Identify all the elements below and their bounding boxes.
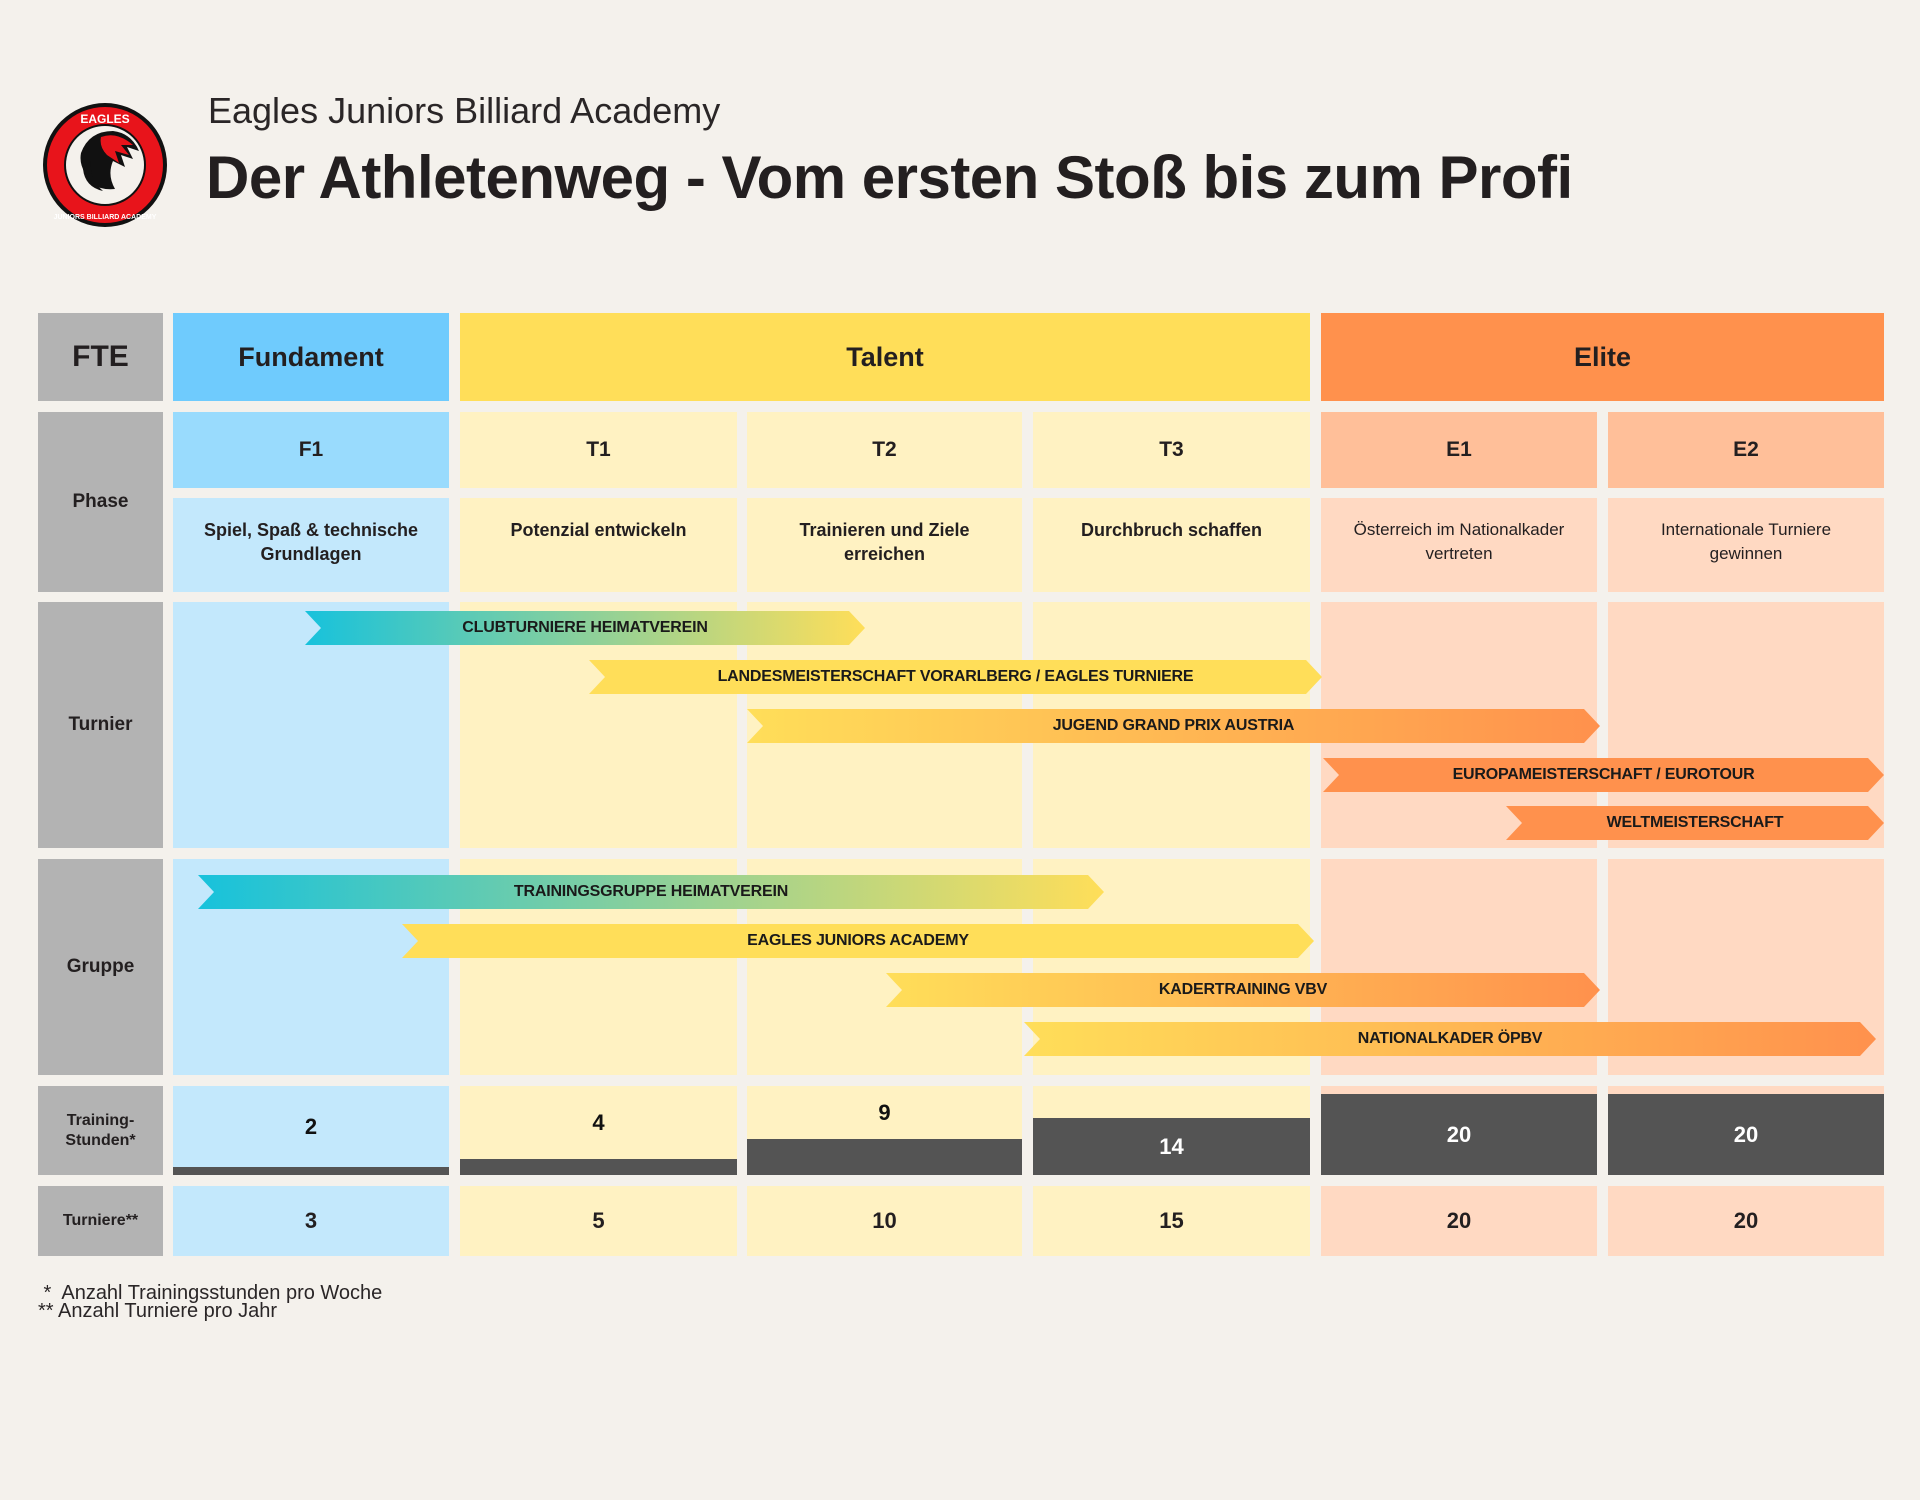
training-hours-bar	[460, 1159, 737, 1175]
tournament-arrow-label: CLUBTURNIERE HEIMATVEREIN	[462, 619, 708, 636]
row-label-phase: Phase	[38, 412, 163, 592]
phase-code: T3	[1033, 412, 1310, 488]
eagle-logo-icon: EAGLES JUNIORS BILLIARD ACADEMY	[43, 103, 167, 227]
training-hours-value: 20	[1733, 1122, 1759, 1147]
group-header-fundament: Fundament	[173, 313, 449, 401]
training-hours-value: 4	[592, 1110, 605, 1135]
training-hours-value: 14	[1159, 1134, 1184, 1159]
training-hours-cell: 9	[747, 1086, 1022, 1175]
academy-name: Eagles Juniors Billiard Academy	[208, 90, 721, 131]
phase-description: Spiel, Spaß & technische Grundlagen	[173, 498, 449, 592]
phase-description: Potenzial entwickeln	[460, 498, 737, 592]
phase-code: F1	[173, 412, 449, 488]
training-hours-bar	[747, 1139, 1022, 1175]
training-hours-cell: 4	[460, 1086, 737, 1175]
tournaments-per-year-value: 10	[747, 1186, 1022, 1256]
group-header-elite: Elite	[1321, 313, 1884, 401]
row-label-turnier: Turnier	[38, 602, 163, 848]
training-hours-cell: 20	[1608, 1086, 1884, 1175]
footnote-tournaments: ** Anzahl Turniere pro Jahr	[38, 1300, 278, 1322]
training-hours-cell: 2	[173, 1086, 449, 1175]
tournament-arrow	[1506, 806, 1884, 840]
training-hours-value: 9	[878, 1100, 891, 1125]
row-label-fte: FTE	[38, 313, 163, 401]
phase-code: T2	[747, 412, 1022, 488]
phase-description: Trainieren und Ziele erreichen	[747, 498, 1022, 592]
tournament-arrow-label: EUROPAMEISTERSCHAFT / EUROTOUR	[1452, 766, 1755, 783]
training-group-arrow	[1024, 1022, 1876, 1056]
training-group-arrow-label: NATIONALKADER ÖPBV	[1357, 1030, 1543, 1047]
training-hours-value: 20	[1446, 1122, 1472, 1147]
phase-description: Internationale Turniere gewinnen	[1608, 498, 1884, 592]
training-hours-bar	[173, 1167, 449, 1175]
training-group-arrow-label: EAGLES JUNIORS ACADEMY	[747, 932, 969, 949]
svg-text:EAGLES: EAGLES	[80, 112, 129, 126]
tournament-arrow-label: JUGEND GRAND PRIX AUSTRIA	[1052, 717, 1295, 734]
svg-text:JUNIORS BILLIARD ACADEMY: JUNIORS BILLIARD ACADEMY	[54, 214, 157, 221]
phase-description: Durchbruch schaffen	[1033, 498, 1310, 592]
training-group-arrow-label: KADERTRAINING VBV	[1158, 981, 1328, 998]
tournaments-per-year-value: 5	[460, 1186, 737, 1256]
tournaments-per-year-value: 3	[173, 1186, 449, 1256]
row-label-training-hours: Training- Stunden*	[38, 1086, 163, 1175]
tournament-arrow	[747, 709, 1600, 743]
training-group-arrow-label: TRAININGSGRUPPE HEIMATVEREIN	[513, 883, 789, 900]
academy-logo: EAGLES JUNIORS BILLIARD ACADEMY	[41, 101, 169, 229]
footnote-training-hours: * Anzahl Trainingsstunden pro Woche	[38, 1282, 383, 1304]
tournaments-per-year-value: 15	[1033, 1186, 1310, 1256]
tournament-arrow	[305, 611, 865, 645]
training-group-arrow	[402, 924, 1314, 958]
group-header-talent: Talent	[460, 313, 1310, 401]
phase-description: Österreich im Nationalkader vertreten	[1321, 498, 1597, 592]
training-hours-bar	[1033, 1118, 1310, 1175]
training-hours-value: 2	[304, 1114, 318, 1139]
tournaments-per-year-value: 20	[1608, 1186, 1884, 1256]
tournament-arrow	[1323, 758, 1884, 792]
page-title: Der Athletenweg - Vom ersten Stoß bis zu…	[206, 144, 1573, 211]
tournament-arrow	[589, 660, 1322, 694]
row-label-gruppe: Gruppe	[38, 859, 163, 1075]
training-hours-bar	[1608, 1094, 1884, 1175]
training-hours-cell: 20	[1321, 1086, 1597, 1175]
tournament-arrow-label: WELTMEISTERSCHAFT	[1606, 814, 1784, 831]
tournament-arrow-label: LANDESMEISTERSCHAFT VORARLBERG / EAGLES …	[717, 668, 1194, 685]
row-label-tournaments: Turniere**	[38, 1186, 163, 1256]
training-group-arrow	[886, 973, 1600, 1007]
phase-code: T1	[460, 412, 737, 488]
training-hours-bar	[1321, 1094, 1597, 1175]
tournaments-per-year-value: 20	[1321, 1186, 1597, 1256]
phase-code: E1	[1321, 412, 1597, 488]
training-hours-cell: 14	[1033, 1086, 1310, 1175]
phase-code: E2	[1608, 412, 1884, 488]
training-group-arrow	[198, 875, 1104, 909]
